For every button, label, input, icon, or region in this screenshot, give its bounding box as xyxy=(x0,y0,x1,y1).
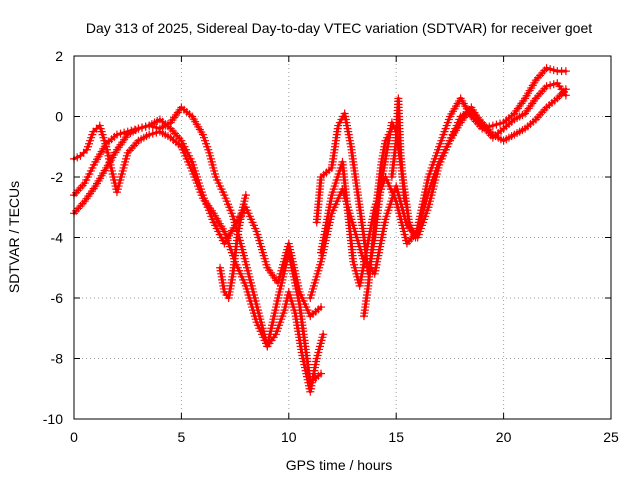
data-series-group xyxy=(70,103,328,396)
data-point xyxy=(492,120,501,129)
data-point xyxy=(561,85,570,94)
x-tick-label: 25 xyxy=(603,429,619,445)
data-point xyxy=(496,119,505,128)
data-point xyxy=(549,66,558,75)
data-point xyxy=(127,126,136,135)
y-tick-label: -10 xyxy=(43,411,63,427)
x-tick-label: 15 xyxy=(388,429,404,445)
data-point xyxy=(148,129,157,138)
chart-title: Day 313 of 2025, Sidereal Day-to-day VTE… xyxy=(86,20,592,36)
data-point xyxy=(549,80,558,89)
data-series-group xyxy=(216,191,250,302)
data-point xyxy=(145,130,154,139)
data-point xyxy=(546,65,555,74)
x-tick-label: 0 xyxy=(70,429,78,445)
data-point xyxy=(319,330,328,339)
data-point xyxy=(542,64,551,73)
series-trace xyxy=(72,118,323,318)
y-tick-label: 2 xyxy=(55,48,63,64)
data-point xyxy=(317,303,326,312)
x-tick-label: 20 xyxy=(496,429,512,445)
y-tick-label: 0 xyxy=(55,109,63,125)
data-point xyxy=(134,124,143,133)
x-tick-label: 10 xyxy=(281,429,297,445)
data-series-group xyxy=(70,121,326,387)
data-point xyxy=(130,125,139,134)
data-point xyxy=(542,82,551,91)
x-axis-label: GPS time / hours xyxy=(286,457,393,473)
y-tick-label: -2 xyxy=(51,169,64,185)
axis-ticks: 0 5 10 15 20 25 -10 -8 -6 -4 -2 0 2 xyxy=(43,48,619,445)
y-tick-label: -4 xyxy=(51,230,64,246)
data-point xyxy=(120,128,129,137)
data-point xyxy=(317,369,326,378)
data-point xyxy=(141,122,150,131)
y-tick-label: -8 xyxy=(51,351,64,367)
y-axis-label: SDTVAR / TECUs xyxy=(6,181,22,293)
data-point xyxy=(116,129,125,138)
data-point xyxy=(561,67,570,76)
data-point xyxy=(138,123,147,132)
data-point xyxy=(241,191,250,200)
data-series-group xyxy=(387,94,409,206)
data-series-group xyxy=(359,124,396,321)
y-tick-label: -6 xyxy=(51,290,64,306)
data-point xyxy=(400,197,409,206)
data-point xyxy=(123,127,132,136)
x-tick-label: 5 xyxy=(178,429,186,445)
data-point xyxy=(112,130,121,139)
data-point xyxy=(546,81,555,90)
data-point xyxy=(488,121,497,130)
data-series-group xyxy=(306,85,570,302)
series-trace xyxy=(308,87,568,300)
data-series xyxy=(70,64,570,396)
